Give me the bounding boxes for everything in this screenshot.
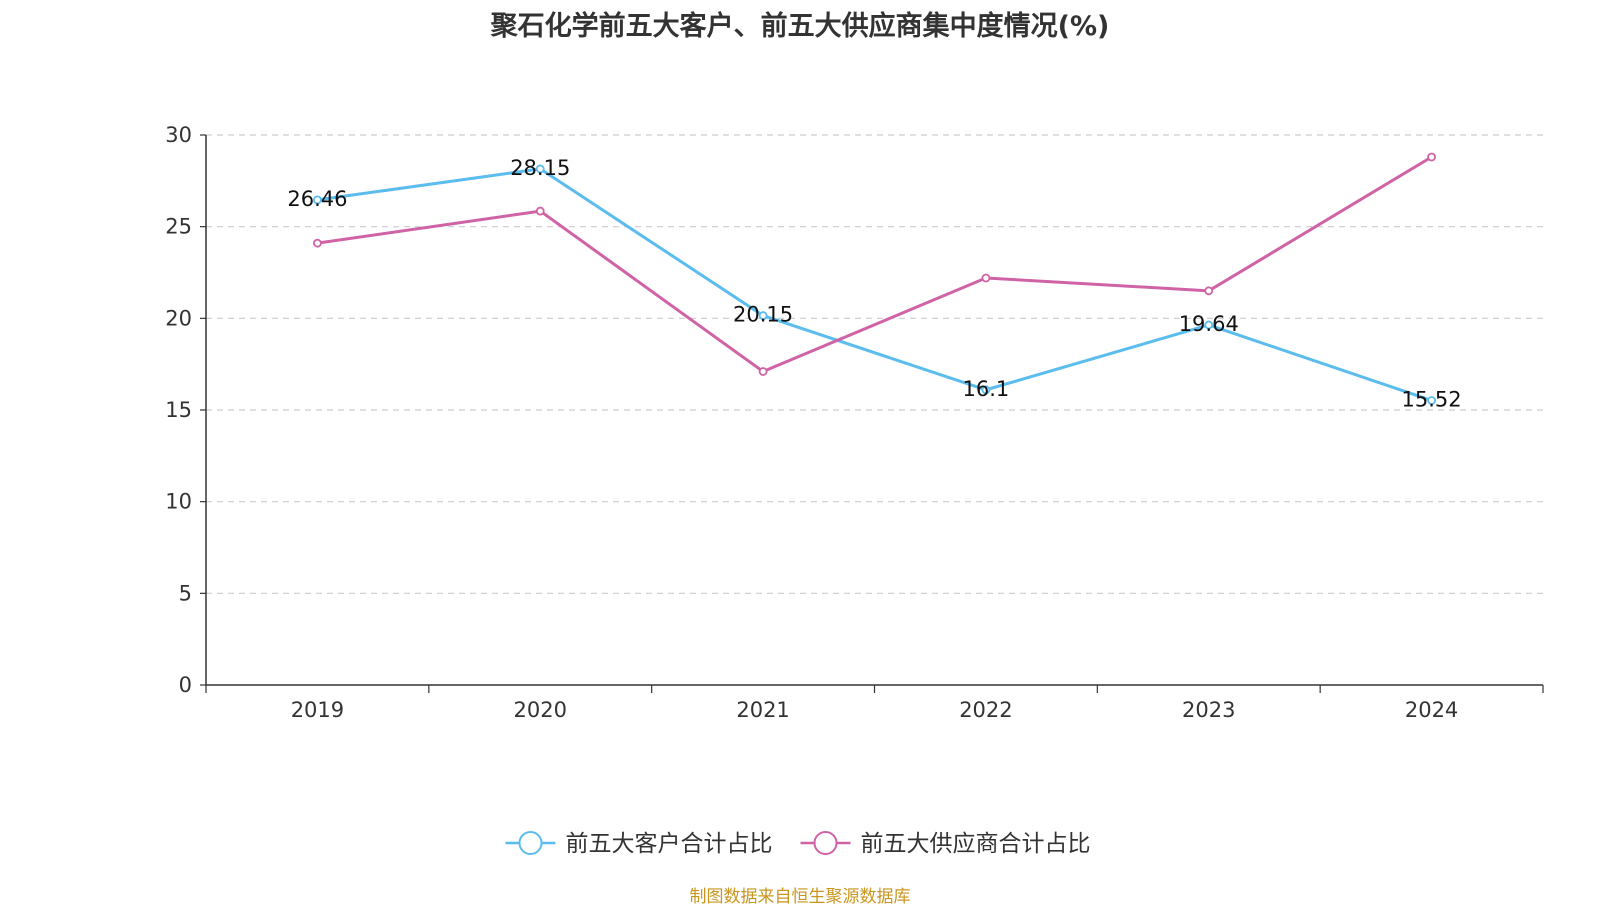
chart-title: 聚石化学前五大客户、前五大供应商集中度情况(%) xyxy=(490,11,1110,42)
legend: 前五大客户合计占比 前五大供应商合计占比 xyxy=(505,831,1091,857)
y-tick-label: 10 xyxy=(165,490,192,514)
x-tick-label: 2023 xyxy=(1182,698,1235,722)
legend-item-1[interactable]: 前五大供应商合计占比 xyxy=(800,831,1091,857)
data-labels: 26.46 28.15 20.15 16.1 19.64 15.52 xyxy=(287,156,1461,412)
series-1-point xyxy=(313,238,322,248)
series-0-point xyxy=(981,385,991,395)
y-tick-label: 5 xyxy=(179,581,192,605)
y-tick-label: 0 xyxy=(179,673,192,697)
x-tick-label: 2024 xyxy=(1405,698,1458,722)
legend-label: 前五大供应商合计占比 xyxy=(861,831,1091,857)
legend-marker-icon xyxy=(518,831,543,855)
legend-item-0[interactable]: 前五大客户合计占比 xyxy=(505,831,773,857)
series-lines xyxy=(313,152,1436,405)
series-1-point xyxy=(1204,286,1214,296)
y-tick-label: 20 xyxy=(165,306,192,330)
data-label: 15.52 xyxy=(1402,387,1462,411)
series-0-point xyxy=(1204,320,1214,330)
grid-lines xyxy=(206,134,1543,594)
x-tick-label: 2021 xyxy=(736,698,789,722)
data-label: 26.46 xyxy=(287,187,347,211)
axes: 0 5 10 15 20 25 30 2019 2020 2021 2022 2023 2024 xyxy=(165,123,1544,722)
x-tick-label: 2019 xyxy=(291,698,344,722)
data-label: 16.1 xyxy=(963,377,1010,401)
y-tick-label: 15 xyxy=(165,398,192,422)
series-1-point xyxy=(981,273,991,283)
data-label: 20.15 xyxy=(733,303,793,327)
series-1-point xyxy=(1427,152,1436,162)
series-0-point xyxy=(758,311,768,320)
x-tick-label: 2022 xyxy=(959,698,1012,722)
series-0-point xyxy=(535,164,545,174)
legend-marker-icon xyxy=(813,831,838,855)
x-tick-label: 2020 xyxy=(514,698,567,722)
series-1-point xyxy=(535,206,545,216)
series-0-point xyxy=(313,195,322,205)
y-tick-label: 30 xyxy=(165,123,192,147)
data-label: 19.64 xyxy=(1179,312,1239,336)
data-label: 28.15 xyxy=(510,156,570,180)
series-line-0 xyxy=(317,167,1433,402)
series-line-1 xyxy=(317,155,1433,373)
legend-label: 前五大客户合计占比 xyxy=(566,831,773,857)
series-1-point xyxy=(758,367,768,376)
y-tick-label: 25 xyxy=(165,215,192,239)
source-note: 制图数据来自恒生聚源数据库 xyxy=(689,887,911,907)
series-0-point xyxy=(1427,396,1436,405)
